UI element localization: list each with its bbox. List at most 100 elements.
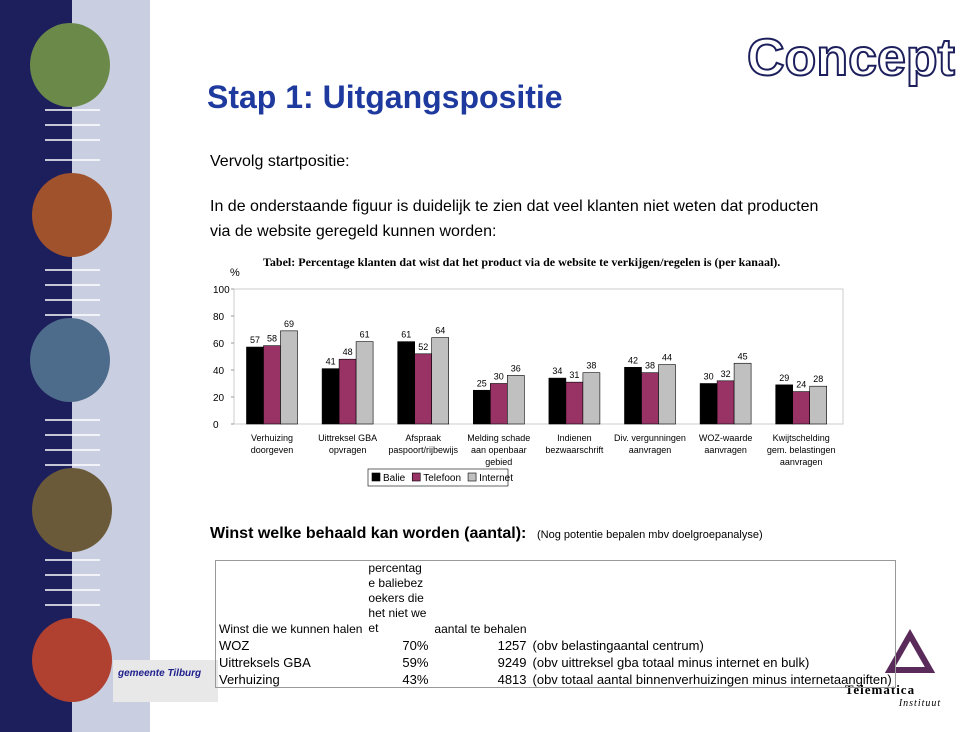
cell: (obv totaal aantal binnenverhuizingen mi… <box>532 672 892 687</box>
y-tick-label: 80 <box>213 312 225 323</box>
logo-right: Telematica <box>845 682 915 697</box>
table-row: WOZ 70% 1257 (obv belastingaantal centrum) <box>216 636 896 653</box>
data-label: 61 <box>360 330 370 340</box>
data-label: 45 <box>738 351 748 361</box>
data-label: 58 <box>267 334 277 344</box>
x-tick-label: Div. vergunningen aanvragen <box>614 433 686 455</box>
cell: 59% <box>402 655 429 670</box>
sidebar-lines <box>45 109 100 606</box>
section-title: Winst welke behaald kan worden (aantal): <box>210 525 526 542</box>
data-label: 38 <box>645 361 655 371</box>
cell: Verhuizing <box>219 672 280 687</box>
data-label: 44 <box>662 353 672 363</box>
data-label: 31 <box>569 370 579 380</box>
slide-title: Stap 1: Uitgangspositie <box>207 79 563 115</box>
x-tick-label: Melding schade aan openbaar gebied <box>467 433 531 467</box>
chart-title: Tabel: Percentage klanten dat wist dat h… <box>263 255 780 269</box>
x-tick-label: WOZ-waarde aanvragen <box>698 433 753 455</box>
y-axis-label: % <box>230 267 240 279</box>
y-tick-label: 60 <box>213 339 225 350</box>
data-label: 29 <box>779 373 789 383</box>
data-label: 41 <box>326 357 336 367</box>
bar <box>263 345 281 425</box>
cell: (obv belastingaantal centrum) <box>532 638 704 653</box>
legend-swatch <box>371 472 381 482</box>
x-tick-label: Indienen bezwaarschrift <box>545 433 604 455</box>
bar <box>397 341 416 425</box>
bar <box>658 364 676 425</box>
bar <box>506 375 525 425</box>
data-label: 32 <box>721 369 731 379</box>
data-label: 61 <box>401 330 411 340</box>
bar <box>472 389 491 425</box>
data-label: 30 <box>494 372 504 382</box>
data-label: 64 <box>435 326 445 336</box>
legend-swatch <box>467 472 477 482</box>
data-label: 57 <box>250 335 260 345</box>
x-tick-label: Kwijtschelding gem. belastingen aanvrage… <box>766 433 836 467</box>
cell: 43% <box>402 672 429 687</box>
bar <box>809 385 828 425</box>
legend-swatch <box>411 472 421 482</box>
table-row: Uittreksels GBA 59% 9249 (obv uittreksel gb… <box>216 653 896 670</box>
cell: Uittreksels GBA <box>219 655 311 670</box>
header-cell <box>530 561 896 637</box>
bar <box>792 391 811 425</box>
x-tick-label: Uittreksel GBA opvragen <box>318 433 378 455</box>
concept-stamp: Concept <box>747 29 955 87</box>
bar <box>641 372 659 425</box>
cell: (obv uittreksel gba totaal minus interne… <box>532 655 810 670</box>
subtitle: Vervolg startpositie: <box>210 153 350 170</box>
header-cell: Winst die we kunnen halen <box>219 622 363 636</box>
cell: 70% <box>402 638 429 653</box>
legend-label: Internet <box>479 473 513 484</box>
bar <box>431 337 450 425</box>
data-label: 36 <box>511 363 521 373</box>
y-tick-label: 0 <box>213 420 219 431</box>
bar <box>321 368 340 425</box>
data-label: 34 <box>552 366 562 376</box>
y-tick-label: 20 <box>213 393 225 404</box>
data-label: 48 <box>343 347 353 357</box>
logo-left-box <box>113 660 218 702</box>
header-cell: percentage baliebezoekers die het niet w… <box>368 561 427 635</box>
header-cell: aantal te behalen <box>434 622 527 636</box>
bar <box>716 380 735 425</box>
y-tick-label: 100 <box>213 285 230 296</box>
bar <box>733 362 752 425</box>
bar <box>775 384 794 425</box>
logo-right-mark <box>884 628 936 673</box>
intro-line: In de onderstaande figuur is duidelijk t… <box>210 198 818 215</box>
bar <box>548 377 567 425</box>
header-row: Winst die we kunnen halen percentage bali… <box>216 561 896 637</box>
sidebar-photos <box>30 23 112 702</box>
data-label: 28 <box>813 374 823 384</box>
data-label: 42 <box>628 355 638 365</box>
logo-right: Instituut <box>898 698 941 709</box>
bar <box>414 353 433 425</box>
data-label: 30 <box>704 372 714 382</box>
bar <box>246 346 264 425</box>
legend-label: Telefoon <box>423 473 461 484</box>
x-tick-label: Afspraak paspoort/rijbewijs <box>388 433 458 455</box>
bar <box>489 383 508 425</box>
bar <box>338 358 357 425</box>
legend-label: Balie <box>383 473 406 484</box>
data-label: 52 <box>418 342 428 352</box>
bar <box>624 366 642 425</box>
logo-left: gemeente Tilburg <box>117 668 201 679</box>
plot-frame <box>233 288 844 425</box>
data-label: 25 <box>477 378 487 388</box>
table-row: Verhuizing 43% 4813 (obv totaal aantal binn… <box>216 670 896 688</box>
bar <box>699 383 718 425</box>
data-label: 38 <box>586 361 596 371</box>
bar <box>582 372 601 425</box>
x-tick-label: Verhuizing doorgeven <box>250 433 294 455</box>
cell: WOZ <box>219 638 250 653</box>
bar <box>280 330 298 425</box>
table: Winst die we kunnen halen percentage bali… <box>215 560 896 688</box>
y-tick-label: 40 <box>213 366 225 377</box>
data-label: 69 <box>284 319 294 329</box>
